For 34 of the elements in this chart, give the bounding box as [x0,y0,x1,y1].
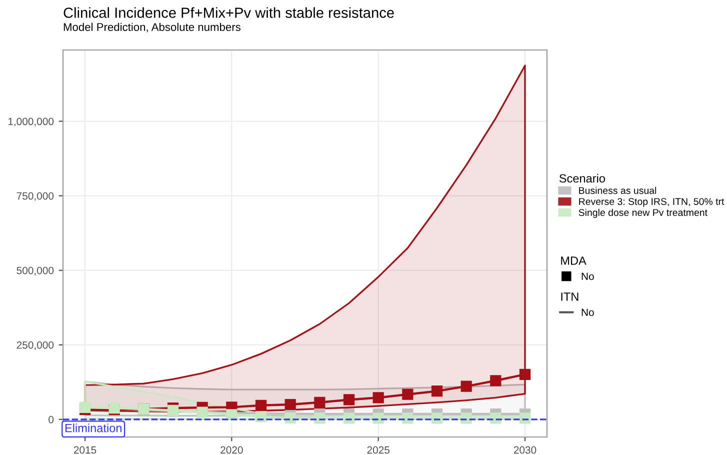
point [314,396,326,408]
text: No [582,308,594,316]
point [519,368,531,380]
point [431,412,443,424]
legend-label: Single dose new Pv treatment [578,208,708,218]
point [460,380,472,392]
point [372,392,384,404]
y-tick-label: 1,000,000 [8,118,54,126]
text: No [582,272,594,280]
x-tick-label: 2025 [367,446,390,454]
chart-title: Clinical Incidence Pf+Mix+Pv with stable resistance [64,7,394,18]
x-tick-label: 2020 [220,446,243,454]
point [431,386,443,397]
y-tick-label: 750,000 [16,192,54,201]
chart-subtitle: Model Prediction, Absolute numbers [64,22,240,32]
point [519,412,531,424]
point [343,394,355,406]
y-tick-label: 250,000 [16,341,54,350]
y-tick-label: 500,000 [16,266,54,276]
legend-label: Reverse 3: Stop IRS, ITN, 50% trt [579,198,724,207]
x-tick-label: 2030 [514,446,536,454]
point [460,412,472,424]
point [255,400,267,411]
point [343,412,355,424]
legend-title: Scenario [559,174,605,183]
text: ITN [561,292,578,301]
y-tick-label: 0 [48,416,54,424]
legend-label: Business as usual [579,186,656,194]
point [402,388,414,400]
point [284,398,296,410]
x-tick-label: 2015 [74,446,96,454]
text: MDA [561,256,586,265]
ref-line-label: Elimination [65,424,122,432]
point [490,375,502,386]
